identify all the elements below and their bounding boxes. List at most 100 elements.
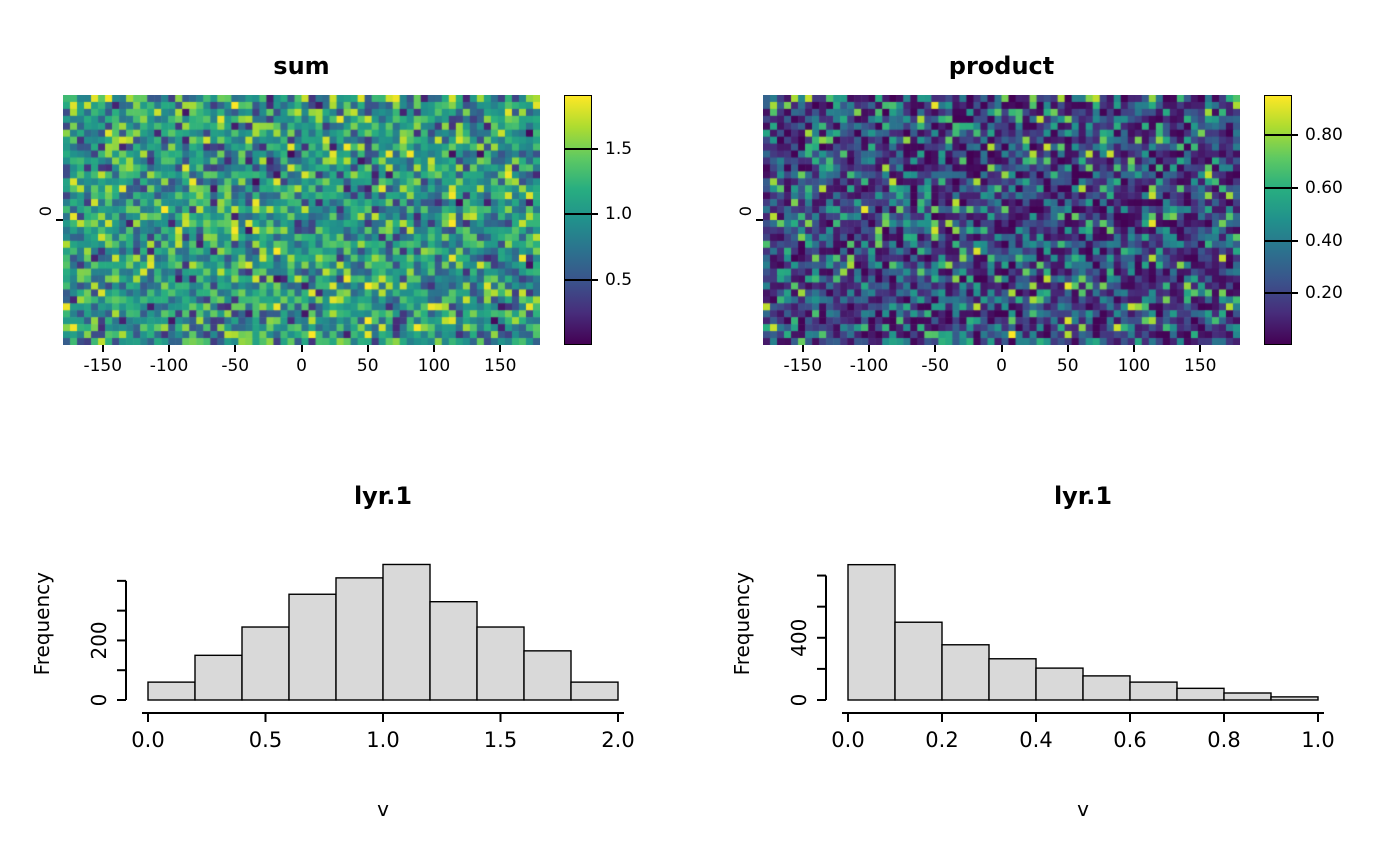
legend-tick-label: 0.5 bbox=[605, 270, 633, 291]
legend-tick bbox=[1265, 134, 1298, 137]
x-tick-label: -100 bbox=[149, 356, 189, 376]
x-tick bbox=[366, 345, 369, 352]
x-tick-label: 1.0 bbox=[366, 728, 399, 752]
x-tick bbox=[300, 345, 303, 352]
hist-bar bbox=[570, 681, 619, 701]
hist-title-sum: lyr.1 bbox=[353, 482, 413, 510]
x-tick-label: 150 bbox=[484, 356, 517, 376]
x-tick-label: 1.0 bbox=[1301, 728, 1334, 752]
y-tick-sum bbox=[56, 219, 63, 221]
histogram-sum: 0.0 0.5 1.0 1.5 2.0 0 200 bbox=[87, 563, 635, 752]
hist-bar bbox=[1223, 692, 1272, 701]
x-tick-label: 0.4 bbox=[1019, 728, 1052, 752]
x-tick bbox=[499, 345, 502, 352]
hist-bar bbox=[1176, 687, 1225, 701]
hist-bars bbox=[847, 563, 1319, 701]
x-tick bbox=[801, 345, 804, 352]
x-axis-sum: -150 -100 -50 0 50 100 150 bbox=[63, 345, 540, 385]
y-tick-label: 400 bbox=[787, 619, 811, 657]
hist-bars bbox=[147, 563, 619, 701]
y-tick-product bbox=[756, 219, 763, 221]
colorbar-product: 0.20 0.40 0.60 0.80 bbox=[1264, 95, 1343, 345]
raster-image-product bbox=[763, 95, 1240, 345]
y-tick-label-product: 0 bbox=[736, 206, 755, 217]
x-tick bbox=[433, 345, 435, 352]
colorbar-sum: 0.5 1.0 1.5 bbox=[564, 95, 632, 345]
legend-tick-label: 0.60 bbox=[1305, 178, 1343, 199]
x-tick-label: -150 bbox=[83, 356, 123, 376]
hist-xlabel-sum: v bbox=[377, 797, 389, 821]
legend-tick bbox=[565, 147, 598, 150]
hist-bar bbox=[147, 681, 196, 701]
legend-tick bbox=[1265, 187, 1298, 190]
raster-image-sum bbox=[63, 95, 540, 345]
hist-bar bbox=[1035, 667, 1084, 701]
hist-bar bbox=[288, 593, 337, 701]
x-tick-label: 50 bbox=[356, 356, 379, 376]
x-tick-label: 0.8 bbox=[1207, 728, 1240, 752]
x-tick-label: 50 bbox=[1056, 356, 1079, 376]
x-tick bbox=[1199, 345, 1202, 352]
hist-bar bbox=[894, 621, 943, 701]
x-tick-label: 0 bbox=[996, 356, 1007, 376]
legend-tick bbox=[565, 279, 598, 282]
hist-bar bbox=[382, 563, 431, 701]
hist-bar bbox=[476, 626, 525, 701]
x-tick-label: 100 bbox=[1117, 356, 1151, 376]
hist-xlabel-product: v bbox=[1077, 797, 1089, 821]
hist-y-axis: 0 400 bbox=[787, 574, 827, 707]
y-tick-label: 200 bbox=[87, 621, 111, 659]
hist-bar bbox=[241, 626, 290, 701]
x-tick bbox=[934, 345, 937, 352]
x-tick-label: 0 bbox=[296, 356, 307, 376]
legend-tick bbox=[565, 213, 598, 216]
hist-x-axis: 0.0 0.2 0.4 0.6 0.8 1.0 bbox=[831, 712, 1335, 752]
x-tick-label: 2.0 bbox=[601, 728, 634, 752]
legend-tick-label: 1.0 bbox=[605, 204, 633, 225]
x-tick-label: 0.6 bbox=[1113, 728, 1146, 752]
x-tick bbox=[868, 345, 870, 352]
x-tick-label: 0.0 bbox=[831, 728, 864, 752]
x-tick bbox=[101, 345, 104, 352]
hist-bar bbox=[1129, 681, 1178, 701]
hist-x-axis: 0.0 0.5 1.0 1.5 2.0 bbox=[131, 712, 635, 752]
x-tick-label: 0.5 bbox=[249, 728, 282, 752]
hist-bar bbox=[988, 658, 1037, 701]
legend-tick-label: 0.80 bbox=[1305, 125, 1343, 146]
x-tick-label: -50 bbox=[921, 356, 950, 376]
legend-tick-label: 0.20 bbox=[1305, 283, 1343, 304]
hist-bar bbox=[1270, 696, 1319, 701]
y-tick-label: 0 bbox=[87, 694, 111, 707]
hist-bar bbox=[194, 654, 243, 701]
legend-tick-label: 0.40 bbox=[1305, 230, 1343, 251]
histogram-product: 0.0 0.2 0.4 0.6 0.8 1.0 0 400 bbox=[787, 563, 1335, 752]
legend-tick bbox=[1265, 292, 1298, 295]
x-tick bbox=[234, 345, 237, 352]
heatmap-title-sum: sum bbox=[273, 52, 330, 80]
hist-bar bbox=[847, 563, 896, 701]
x-tick-label: 0.0 bbox=[131, 728, 164, 752]
x-tick-label: 150 bbox=[1184, 356, 1217, 376]
x-tick-label: 0.2 bbox=[925, 728, 958, 752]
x-tick bbox=[1133, 345, 1135, 352]
hist-bar bbox=[523, 650, 572, 701]
hist-bar bbox=[1082, 675, 1131, 701]
heatmap-title-product: product bbox=[948, 52, 1055, 80]
y-tick-label: 0 bbox=[787, 694, 811, 707]
hist-bar bbox=[429, 601, 478, 701]
hist-bar bbox=[941, 644, 990, 701]
x-tick-label: -50 bbox=[221, 356, 250, 376]
legend-tick-label: 1.5 bbox=[605, 138, 633, 159]
y-tick-label-sum: 0 bbox=[36, 206, 55, 217]
hist-y-axis: 0 200 bbox=[87, 579, 127, 707]
legend-tick bbox=[1265, 239, 1298, 242]
x-tick bbox=[1066, 345, 1069, 352]
x-axis-product: -150 -100 -50 0 50 100 150 bbox=[763, 345, 1240, 385]
x-tick-label: 100 bbox=[417, 356, 451, 376]
hist-bar bbox=[335, 577, 384, 701]
hist-title-product: lyr.1 bbox=[1053, 482, 1113, 510]
x-tick-label: -100 bbox=[849, 356, 889, 376]
x-tick bbox=[168, 345, 170, 352]
x-tick-label: -150 bbox=[783, 356, 823, 376]
